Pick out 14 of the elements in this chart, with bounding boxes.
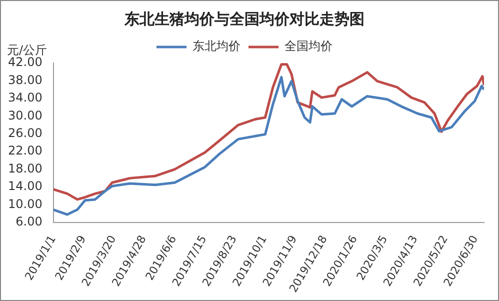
legend-label: 东北均价 (192, 39, 240, 54)
y-tick-label: 30.00 (8, 108, 42, 122)
y-tick-label: 26.00 (8, 126, 42, 140)
y-tick-label: 6.00 (16, 214, 42, 229)
y-axis-title: 元/公斤 (7, 43, 48, 58)
y-tick-label: 18.00 (8, 161, 42, 176)
y-tick-label: 42.00 (8, 55, 42, 70)
legend-label: 全国均价 (284, 39, 332, 54)
y-tick-label: 10.00 (8, 196, 42, 211)
y-tick-label: 38.00 (8, 72, 42, 87)
chart-title: 东北生猪均价与全国均价对比走势图 (124, 10, 364, 28)
y-tick-label: 14.00 (8, 179, 42, 194)
y-tick-label: 22.00 (8, 144, 42, 158)
y-tick-label: 34.00 (8, 90, 42, 105)
